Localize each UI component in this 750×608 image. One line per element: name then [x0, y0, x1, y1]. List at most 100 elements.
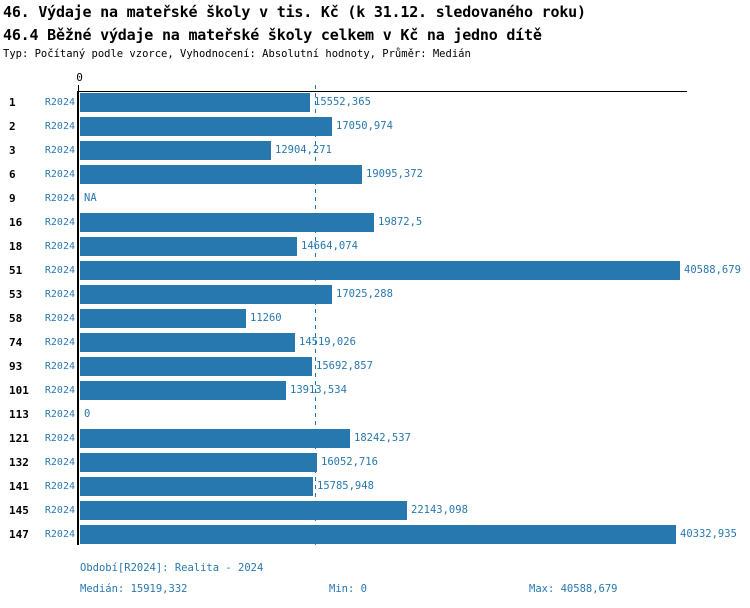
row-category-label: 101: [9, 384, 29, 397]
x-axis-line: [78, 91, 687, 92]
row-series-label: R2024: [44, 529, 75, 540]
row-value-label: 19872,5: [378, 216, 423, 228]
row-series-label: R2024: [44, 409, 75, 420]
row-value-label: 17025,288: [336, 288, 393, 300]
bar-row: 145 R2024 22143,098: [0, 501, 750, 520]
row-series-label: R2024: [44, 265, 75, 276]
row-series-label: R2024: [44, 433, 75, 444]
row-category-label: 6: [9, 168, 16, 181]
row-category-label: 2: [9, 120, 16, 133]
bar-row: 18 R2024 14664,074: [0, 237, 750, 256]
value-bar: [80, 525, 676, 544]
footer-median-label: Medián: 15919,332: [80, 583, 188, 595]
value-bar: [80, 357, 312, 376]
median-line: [315, 85, 316, 548]
value-bar: [80, 381, 286, 400]
bar-row: 101 R2024 13913,534: [0, 381, 750, 400]
row-category-label: 53: [9, 288, 23, 301]
row-value-label: 19095,372: [366, 168, 423, 180]
row-series-label: R2024: [44, 241, 75, 252]
bar-row: 113 R2024 0: [0, 405, 750, 424]
bar-row: 93 R2024 15692,857: [0, 357, 750, 376]
value-bar: [80, 477, 313, 496]
value-bar: [80, 261, 680, 280]
row-series-label: R2024: [44, 337, 75, 348]
x-axis-zero-label: 0: [76, 71, 83, 84]
row-value-label: 15785,948: [317, 480, 374, 492]
row-value-label: 11260: [250, 312, 282, 324]
value-bar: [80, 93, 310, 112]
chart-meta-info: Typ: Počítaný podle vzorce, Vyhodnocení:…: [3, 48, 471, 60]
row-series-label: R2024: [44, 289, 75, 300]
row-series-label: R2024: [44, 505, 75, 516]
row-value-label: NA: [84, 192, 97, 204]
footer-min-label: Min: 0: [329, 583, 367, 595]
row-category-label: 18: [9, 240, 23, 253]
bar-row: 3 R2024 12904,271: [0, 141, 750, 160]
value-bar: [80, 117, 332, 136]
row-value-label: 18242,537: [354, 432, 411, 444]
row-category-label: 3: [9, 144, 16, 157]
bar-row: 53 R2024 17025,288: [0, 285, 750, 304]
row-value-label: 13913,534: [290, 384, 347, 396]
row-series-label: R2024: [44, 97, 75, 108]
value-bar: [80, 213, 374, 232]
row-value-label: 0: [84, 408, 91, 420]
row-series-label: R2024: [44, 193, 75, 204]
value-bar: [80, 141, 271, 160]
bar-row: 9 R2024 NA: [0, 189, 750, 208]
row-value-label: 22143,098: [411, 504, 468, 516]
row-value-label: 12904,271: [275, 144, 332, 156]
row-category-label: 51: [9, 264, 23, 277]
value-bar: [80, 333, 295, 352]
row-series-label: R2024: [44, 121, 75, 132]
row-value-label: 15692,857: [316, 360, 373, 372]
bar-row: 132 R2024 16052,716: [0, 453, 750, 472]
value-bar: [80, 285, 332, 304]
row-category-label: 145: [9, 504, 29, 517]
row-category-label: 93: [9, 360, 23, 373]
bar-row: 141 R2024 15785,948: [0, 477, 750, 496]
row-category-label: 121: [9, 432, 29, 445]
value-bar: [80, 501, 407, 520]
footer-period-label: Období[R2024]: Realita - 2024: [80, 562, 264, 574]
row-value-label: 15552,365: [314, 96, 371, 108]
row-series-label: R2024: [44, 385, 75, 396]
row-category-label: 141: [9, 480, 29, 493]
page-title: 46. Výdaje na mateřské školy v tis. Kč (…: [3, 3, 586, 21]
row-category-label: 16: [9, 216, 23, 229]
row-series-label: R2024: [44, 169, 75, 180]
row-category-label: 1: [9, 96, 16, 109]
row-value-label: 40588,679: [684, 264, 741, 276]
value-bar: [80, 165, 362, 184]
bar-row: 6 R2024 19095,372: [0, 165, 750, 184]
row-category-label: 9: [9, 192, 16, 205]
row-value-label: 40332,935: [680, 528, 737, 540]
row-series-label: R2024: [44, 313, 75, 324]
row-category-label: 58: [9, 312, 23, 325]
row-category-label: 113: [9, 408, 29, 421]
row-value-label: 14664,074: [301, 240, 358, 252]
row-category-label: 132: [9, 456, 29, 469]
row-category-label: 147: [9, 528, 29, 541]
row-series-label: R2024: [44, 481, 75, 492]
bar-row: 1 R2024 15552,365: [0, 93, 750, 112]
row-series-label: R2024: [44, 361, 75, 372]
y-axis-line: [77, 91, 79, 545]
row-value-label: 17050,974: [336, 120, 393, 132]
value-bar: [80, 453, 317, 472]
footer-max-label: Max: 40588,679: [529, 583, 618, 595]
row-value-label: 16052,716: [321, 456, 378, 468]
row-value-label: 14519,026: [299, 336, 356, 348]
value-bar: [80, 429, 350, 448]
x-axis-zero-tick: [78, 85, 79, 91]
bar-row: 147 R2024 40332,935: [0, 525, 750, 544]
row-series-label: R2024: [44, 217, 75, 228]
bar-row: 121 R2024 18242,537: [0, 429, 750, 448]
value-bar: [80, 309, 246, 328]
page-subtitle: 46.4 Běžné výdaje na mateřské školy celk…: [3, 26, 542, 44]
bar-chart: 0 1 R2024 15552,365 2 R2024 17050,974 3 R2024 12…: [0, 71, 750, 548]
bar-row: 51 R2024 40588,679: [0, 261, 750, 280]
row-category-label: 74: [9, 336, 23, 349]
